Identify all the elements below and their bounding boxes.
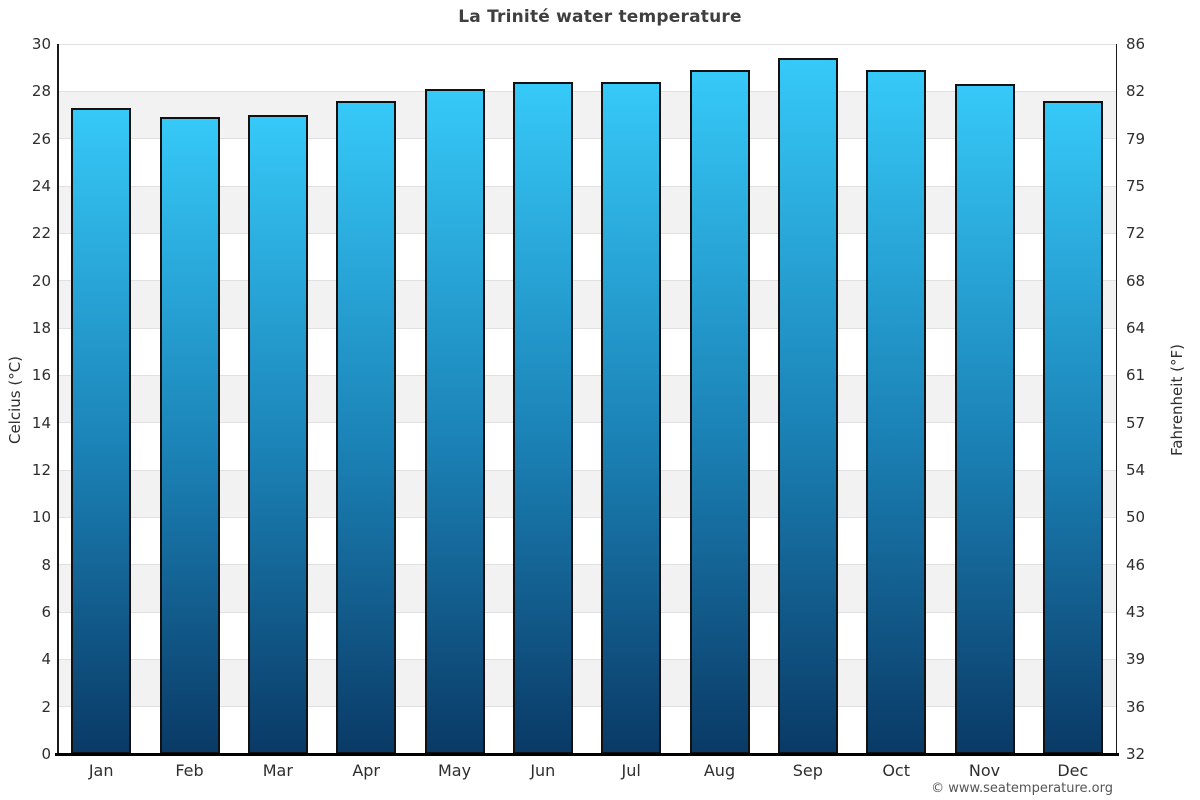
bar-mar <box>247 115 308 754</box>
x-tick-mar: Mar <box>262 761 293 780</box>
gridline-6 <box>57 611 1117 613</box>
watermark-copyright: © www.seatemperature.org <box>931 781 1113 796</box>
y-axis-label-celsius: Celcius (°C) <box>6 355 24 445</box>
bar-feb <box>159 117 220 754</box>
y-tick-fahrenheit-64: 64 <box>1126 319 1146 337</box>
grid-band <box>57 280 1117 328</box>
x-tick-oct: Oct <box>882 761 910 780</box>
bottom-axis-line <box>55 753 1119 756</box>
left-axis-line <box>57 44 59 754</box>
y-tick-celsius-14: 14 <box>31 413 51 432</box>
gridline-12 <box>57 469 1117 471</box>
y-tick-fahrenheit-50: 50 <box>1126 508 1146 527</box>
gridline-2 <box>57 706 1117 708</box>
y-tick-celsius-10: 10 <box>31 508 51 527</box>
grid-band <box>57 706 1117 754</box>
gridline-30 <box>57 43 1117 45</box>
right-axis-line <box>1115 44 1117 754</box>
gridline-28 <box>57 90 1117 92</box>
y-tick-celsius-16: 16 <box>31 366 51 385</box>
x-tick-jan: Jan <box>88 761 114 780</box>
y-tick-fahrenheit-68: 68 <box>1126 271 1146 290</box>
y-tick-celsius-12: 12 <box>31 461 51 479</box>
grid-band <box>57 470 1117 518</box>
grid-band <box>57 233 1117 281</box>
x-tick-may: May <box>437 761 472 780</box>
y-tick-celsius-26: 26 <box>31 129 51 148</box>
grid-band <box>57 186 1117 234</box>
bar-oct <box>866 70 927 754</box>
y-tick-fahrenheit-54: 54 <box>1126 461 1146 479</box>
x-tick-sep: Sep <box>792 761 823 780</box>
x-tick-feb: Feb <box>175 761 204 780</box>
x-tick-dec: Dec <box>1057 761 1089 780</box>
y-tick-celsius-28: 28 <box>31 82 51 101</box>
y-axis-label-fahrenheit: Fahrenheit (°F) <box>1168 344 1186 456</box>
grid-band <box>57 659 1117 707</box>
y-tick-fahrenheit-86: 86 <box>1126 35 1146 53</box>
y-tick-celsius-4: 4 <box>41 650 51 669</box>
grid-band <box>57 612 1117 660</box>
bar-jul <box>601 81 662 754</box>
y-tick-celsius-22: 22 <box>31 224 51 243</box>
gridline-26 <box>57 138 1117 140</box>
gridline-10 <box>57 516 1117 518</box>
y-tick-fahrenheit-75: 75 <box>1126 177 1146 195</box>
gridline-8 <box>57 564 1117 566</box>
y-tick-fahrenheit-46: 46 <box>1126 555 1146 574</box>
bar-aug <box>689 70 750 754</box>
grid-band <box>57 517 1117 565</box>
y-tick-fahrenheit-32: 32 <box>1126 745 1146 763</box>
grid-band <box>57 44 1117 92</box>
gridline-16 <box>57 374 1117 376</box>
grid-band <box>57 138 1117 186</box>
y-tick-fahrenheit-72: 72 <box>1126 224 1146 243</box>
y-tick-fahrenheit-61: 61 <box>1126 366 1146 385</box>
plot-area <box>57 43 1117 755</box>
gridline-22 <box>57 232 1117 234</box>
bar-apr <box>336 100 397 754</box>
bar-may <box>424 88 485 754</box>
x-tick-apr: Apr <box>352 761 380 780</box>
y-tick-celsius-24: 24 <box>31 177 51 195</box>
grid-band <box>57 564 1117 612</box>
gridline-14 <box>57 422 1117 424</box>
bar-sep <box>777 58 838 754</box>
bar-jan <box>71 107 132 754</box>
gridline-4 <box>57 658 1117 660</box>
y-tick-celsius-8: 8 <box>41 555 51 574</box>
bar-jun <box>512 81 573 754</box>
y-tick-fahrenheit-79: 79 <box>1126 129 1146 148</box>
y-tick-fahrenheit-39: 39 <box>1126 650 1146 669</box>
y-tick-celsius-6: 6 <box>41 603 51 621</box>
y-tick-fahrenheit-82: 82 <box>1126 82 1146 101</box>
x-tick-nov: Nov <box>968 761 1001 780</box>
y-tick-celsius-2: 2 <box>41 697 51 716</box>
x-tick-jun: Jun <box>530 761 556 780</box>
y-tick-celsius-18: 18 <box>31 319 51 337</box>
bar-dec <box>1042 100 1103 754</box>
chart-title: La Trinité water temperature <box>458 7 742 27</box>
y-tick-fahrenheit-57: 57 <box>1126 413 1146 432</box>
grid-band <box>57 328 1117 376</box>
grid-band <box>57 375 1117 423</box>
y-tick-celsius-0: 0 <box>41 745 51 763</box>
y-tick-celsius-30: 30 <box>31 35 51 53</box>
bar-nov <box>954 84 1015 754</box>
y-tick-fahrenheit-36: 36 <box>1126 697 1146 716</box>
gridline-24 <box>57 185 1117 187</box>
grid-band <box>57 422 1117 470</box>
gridline-20 <box>57 280 1117 282</box>
y-tick-celsius-20: 20 <box>31 271 51 290</box>
x-tick-aug: Aug <box>703 761 736 780</box>
grid-band <box>57 91 1117 139</box>
y-tick-fahrenheit-43: 43 <box>1126 603 1146 621</box>
x-tick-jul: Jul <box>621 761 641 780</box>
gridline-18 <box>57 327 1117 329</box>
